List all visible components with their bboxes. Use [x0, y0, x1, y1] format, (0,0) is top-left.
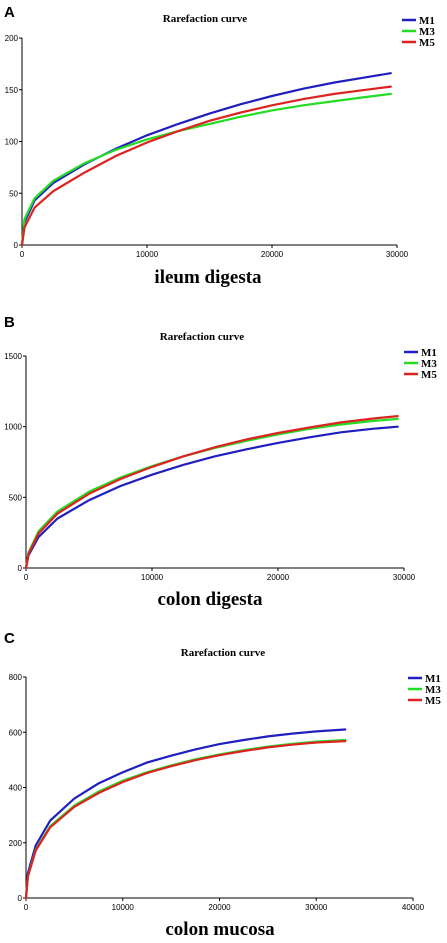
panel-c-curve-m5 [24, 740, 347, 900]
panel-c-y-tick-label: 0 [18, 894, 23, 903]
panel-b-xlabel: colon digesta [157, 589, 263, 610]
panel-c-x-tick-label: 40000 [402, 903, 425, 912]
panel-c-title: Rarefaction curve [181, 647, 266, 659]
panel-a-legend-label-m1: M1 [419, 15, 435, 27]
panel-a-y-tick-label: 100 [5, 138, 19, 147]
panel-b-legend-label-m5: M5 [421, 369, 437, 381]
panel-c-y-tick-label: 600 [9, 728, 23, 737]
panel-b-curve-m1 [24, 425, 399, 570]
panel-a-plot: 0 50 100 150 200 0 10000 20000 30000 [5, 34, 409, 259]
panel-a-x-tick-label: 30000 [386, 250, 409, 259]
panel-b-y-tick-label: 1500 [4, 352, 22, 361]
panel-b-legend-label-m1: M1 [421, 347, 437, 359]
panel-c-y-tick-label: 200 [9, 839, 23, 848]
panel-a-legend-label-m3: M3 [419, 26, 435, 38]
panel-b-x-tick-label: 0 [24, 573, 29, 582]
panel-a-y-tick-label: 150 [5, 86, 19, 95]
panel-c-y-tick-label: 400 [9, 784, 23, 793]
panel-b-y-tick-label: 1000 [4, 423, 22, 432]
panel-b-x-tick-label: 30000 [393, 573, 416, 582]
panel-b-y-tick-label: 0 [18, 564, 23, 573]
panel-a-legend-label-m5: M5 [419, 37, 435, 49]
panel-a-x-tick-label: 20000 [261, 250, 284, 259]
panel-a-curve-m1 [20, 72, 392, 247]
panel-a-x-tick-label: 10000 [136, 250, 159, 259]
panel-a-xlabel: ileum digesta [154, 267, 262, 288]
panel-b-y-tick-label: 500 [9, 493, 23, 502]
panel-b-plot: 0 500 1000 1500 0 10000 20000 30000 [4, 352, 415, 582]
panel-a-y-tick-label: 50 [9, 189, 18, 198]
panel-c-legend-label-m1: M1 [425, 673, 441, 685]
panel-a-x-tick-label: 0 [20, 250, 25, 259]
panel-b-x-tick-label: 20000 [267, 573, 290, 582]
panel-a-y-tick-label: 0 [14, 241, 19, 250]
panel-c-x-tick-label: 30000 [305, 903, 328, 912]
panel-c-letter: C [4, 630, 15, 647]
panel-b-legend-label-m3: M3 [421, 358, 437, 370]
panel-c: C Rarefaction curve colon mucosa 0 200 400… [4, 630, 441, 940]
panel-c-x-tick-label: 20000 [208, 903, 231, 912]
panel-a-letter: A [4, 4, 15, 21]
panel-a: A Rarefaction curve ileum digesta 0 50 100… [4, 4, 435, 288]
panel-a-title: Rarefaction curve [163, 13, 248, 25]
panel-b: B Rarefaction curve colon digesta 0 500 10… [4, 314, 437, 610]
panel-c-legend-label-m5: M5 [425, 695, 441, 707]
panel-c-legend-label-m3: M3 [425, 684, 441, 696]
panel-c-y-tick-label: 800 [9, 673, 23, 682]
panel-a-y-tick-label: 200 [5, 34, 19, 43]
panel-c-x-tick-label: 10000 [112, 903, 135, 912]
panel-b-title: Rarefaction curve [160, 331, 245, 343]
panel-b-curve-m3 [24, 417, 399, 570]
panel-b-x-tick-label: 10000 [141, 573, 164, 582]
panel-a-curve-m5 [20, 85, 392, 247]
panel-c-curve-m1 [24, 728, 347, 900]
panel-c-xlabel: colon mucosa [165, 919, 275, 940]
panel-c-plot: 0 200 400 600 800 0 10000 20000 30000 40000 [9, 673, 425, 912]
panel-c-x-tick-label: 0 [24, 903, 29, 912]
panel-b-curve-m5 [24, 415, 399, 570]
panel-b-letter: B [4, 314, 15, 331]
